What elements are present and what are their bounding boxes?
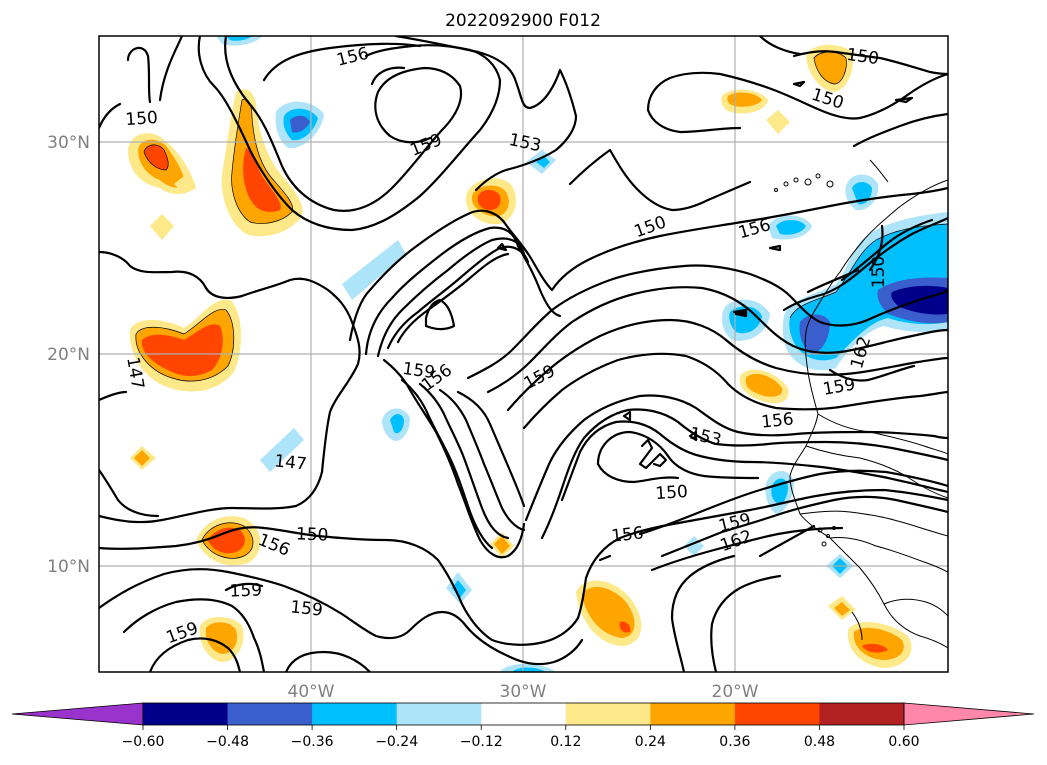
colorbar-extend-low — [11, 702, 144, 726]
warm-blob — [721, 89, 768, 114]
colorbar-ticks: −0.60 −0.48 −0.36 −0.24 −0.12 0.12 0.24 0.36 0.4… — [122, 725, 920, 750]
height-contours — [99, 36, 948, 672]
warm-blob-small — [150, 214, 174, 240]
gridlines — [99, 36, 948, 672]
cool-blob — [342, 240, 406, 300]
contour-label: 150 — [845, 45, 880, 69]
warm-blob-small — [134, 450, 150, 466]
warm-blob-small — [494, 536, 510, 554]
lon-tick-label: 30°W — [500, 682, 547, 702]
colorbar-segment — [312, 703, 398, 725]
colorbar-tick-label: −0.12 — [460, 734, 503, 750]
cool-blob — [216, 36, 262, 46]
colorbar-segment — [481, 703, 567, 725]
cool-blob — [776, 220, 806, 235]
colorbar-tick-label: 0.36 — [719, 734, 750, 750]
coastlines — [774, 159, 948, 649]
colorbar-segment — [734, 703, 820, 725]
lon-tick-label: 40°W — [288, 682, 335, 702]
warm-blob — [465, 178, 516, 225]
contour-label: 156 — [760, 409, 794, 432]
colorbar-tick-label: 0.24 — [635, 734, 666, 750]
cool-blob — [390, 414, 404, 434]
contour-label: 150 — [655, 482, 689, 504]
lat-tick-label: 30°N — [47, 133, 90, 153]
cool-blob — [275, 101, 324, 149]
colorbar-tick-label: −0.36 — [291, 734, 334, 750]
cool-blob — [226, 36, 252, 41]
colorbar-tick-label: 0.12 — [550, 734, 581, 750]
colorbar-segment — [143, 703, 229, 725]
lon-tick-label: 20°W — [712, 682, 759, 702]
warm-blob — [199, 617, 244, 662]
cool-blob — [260, 428, 304, 472]
warm-blob-small — [834, 602, 850, 616]
map-frame — [98, 35, 949, 673]
colorbar-tick-label: 0.48 — [804, 734, 835, 750]
warm-blob — [739, 369, 789, 404]
contour-label: 150 — [125, 108, 159, 130]
lat-tick-label: 10°N — [47, 557, 90, 577]
colorbar-segment — [227, 703, 313, 725]
contour-label: 159 — [289, 597, 323, 620]
plot-title: 2022092900 F012 — [445, 11, 601, 31]
colorbar-tick-label: −0.48 — [206, 734, 249, 750]
contour-label: 150 — [869, 256, 889, 288]
colorbar-tick-label: 0.60 — [888, 734, 919, 750]
contour-label: 159 — [401, 359, 436, 383]
colorbar-segment — [650, 703, 736, 725]
cool-region-nw-africa — [782, 212, 948, 371]
axis-ticks: 30°N 20°N 10°N 40°W 30°W 20°W — [47, 133, 759, 702]
colorbar-tick-label: −0.60 — [122, 734, 165, 750]
colorbar-segment — [819, 703, 905, 725]
lat-tick-label: 20°N — [47, 345, 90, 365]
colorbar-extend-high — [903, 702, 1035, 726]
contour-label: 150 — [296, 524, 329, 545]
contour-label: 147 — [273, 451, 307, 474]
colorbar-tick-label: −0.24 — [375, 734, 418, 750]
warm-blob-small — [766, 110, 790, 134]
warm-blob — [847, 622, 912, 668]
warm-blob — [129, 299, 242, 392]
colorbar-segment — [565, 703, 651, 725]
colorbar-segment — [396, 703, 482, 725]
cool-blob — [536, 156, 550, 168]
warm-blob-small — [174, 176, 196, 194]
warm-blob — [806, 44, 854, 92]
warm-blob — [128, 133, 196, 194]
colorbar-segments — [11, 702, 1035, 726]
anomaly-shading — [128, 36, 948, 672]
cool-blob — [512, 667, 546, 672]
contour-label: 159 — [229, 580, 262, 601]
colorbar: −0.60 −0.48 −0.36 −0.24 −0.12 0.12 0.24 0.36 0.4… — [11, 702, 1035, 750]
warm-blob — [576, 580, 642, 646]
colorbar-frame — [142, 702, 905, 726]
map-content: 150 156 150 150 159 153 150 156 150 147 … — [99, 36, 948, 672]
cool-blob — [452, 580, 466, 598]
contour-label: 156 — [610, 523, 644, 546]
